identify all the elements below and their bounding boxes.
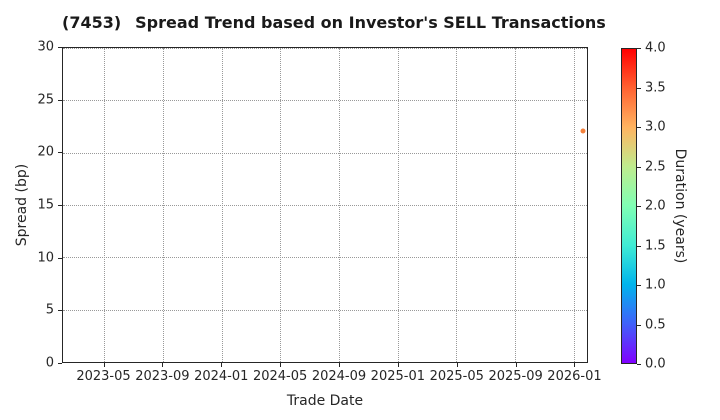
colorbar-tick-label: 3.0 [645,119,666,135]
colorbar-tick-label: 4.0 [645,40,666,56]
y-gridline [63,309,587,311]
x-gridline [162,48,164,362]
x-tick-label: 2024-01 [194,369,249,384]
y-tick-mark [58,205,62,206]
colorbar-tick-label: 3.5 [645,80,666,95]
colorbar [621,48,637,364]
x-gridline [280,48,282,362]
colorbar-tick-mark [637,127,641,128]
x-tick-mark [515,363,517,367]
y-tick-mark [58,257,62,259]
x-tick-mark [103,363,105,367]
y-tick-mark [58,47,62,48]
colorbar-tick-label: 0.0 [645,356,666,372]
x-tick-mark [456,363,458,367]
y-gridline [63,48,587,49]
x-tick-mark [221,363,223,367]
x-tick-mark [162,363,164,367]
y-tick-label: 30 [37,39,54,55]
colorbar-tick-mark [637,324,641,326]
y-tick-mark [58,310,62,312]
x-gridline [338,48,340,362]
colorbar-tick-mark [637,48,641,49]
x-tick-label: 2025-05 [429,369,484,384]
colorbar-tick-label: 0.5 [645,317,666,332]
x-tick-mark [280,363,282,367]
scatter-point [580,128,586,134]
x-tick-mark [574,363,576,367]
x-tick-label: 2025-01 [370,369,426,384]
x-gridline [397,48,399,362]
x-tick-label: 2024-05 [252,369,308,384]
colorbar-label: Duration (years) [672,148,688,264]
x-tick-label: 2023-09 [135,369,190,384]
colorbar-tick-label: 2.0 [645,198,666,214]
x-tick-label: 2025-09 [488,369,543,384]
y-tick-label: 0 [45,355,54,371]
chart-title: (7453) Spread Trend based on Investor's S… [62,13,606,32]
y-tick-label: 10 [37,250,54,266]
x-gridline [456,48,458,362]
colorbar-tick-mark [637,245,641,247]
y-tick-label: 20 [37,144,54,160]
x-gridline [514,48,516,362]
y-gridline [63,257,587,259]
colorbar-tick-label: 2.5 [645,159,666,174]
y-tick-mark [58,99,62,101]
x-tick-mark [397,363,399,367]
plot-area [62,47,588,363]
x-gridline [221,48,223,362]
x-gridline [104,48,106,362]
colorbar-tick-mark [637,87,641,89]
y-gridline [63,152,587,154]
colorbar-tick-mark [637,364,641,365]
colorbar-tick-mark [637,285,641,286]
x-tick-label: 2024-09 [311,369,367,384]
chart-title-ticker-code: (7453) [62,13,122,32]
colorbar-tick-mark [637,206,641,207]
colorbar-tick-label: 1.0 [645,277,666,293]
y-tick-label: 5 [45,302,54,318]
colorbar-tick-mark [637,166,641,168]
x-tick-label: 2023-05 [76,369,131,384]
x-axis-label: Trade Date [286,393,364,409]
x-gridline [573,48,575,362]
chart-title-text: Spread Trend based on Investor's SELL Tr… [135,13,606,32]
y-tick-label: 15 [37,197,54,213]
y-gridline [63,100,587,102]
y-tick-label: 25 [37,92,54,108]
x-tick-mark [338,363,340,367]
colorbar-tick-label: 1.5 [645,238,666,253]
y-gridline [63,205,587,206]
y-axis-label: Spread (bp) [14,163,30,247]
x-tick-label: 2026-01 [547,369,602,384]
y-tick-mark [58,363,62,364]
y-tick-mark [58,152,62,154]
